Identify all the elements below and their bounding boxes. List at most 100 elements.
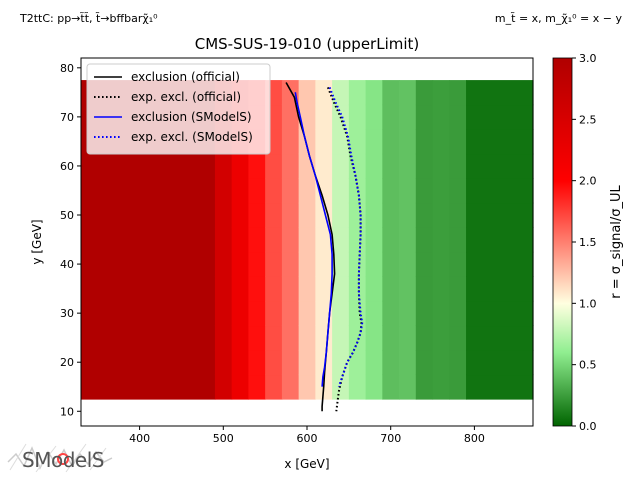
heatmap-cell (315, 251, 333, 277)
heatmap-cell (298, 104, 316, 130)
heatmap-cell (281, 349, 300, 376)
heatmap-cell (298, 227, 316, 253)
heatmap-cell (365, 276, 383, 302)
heatmap-cell (449, 276, 467, 302)
y-tick-label: 20 (60, 356, 74, 369)
x-tick-label: 500 (213, 432, 234, 445)
legend-label-2: exp. excl. (official) (131, 90, 241, 104)
heatmap-cell (298, 374, 316, 400)
heatmap-cell (449, 202, 467, 228)
heatmap-cell (399, 227, 417, 253)
heatmap-cell (231, 153, 250, 179)
heatmap-cell (382, 80, 400, 106)
heatmap-cell (248, 227, 266, 253)
heatmap-cell (365, 325, 383, 351)
heatmap-cell (466, 251, 534, 277)
heatmap-cell (415, 153, 434, 179)
heatmap-cell (298, 276, 316, 302)
legend-label-3: exclusion (SModelS) (131, 110, 252, 124)
heatmap-cell (348, 251, 367, 277)
colorbar-tick-label: 0.0 (579, 420, 597, 433)
heatmap-cell (348, 227, 367, 253)
heatmap-cell (466, 202, 534, 228)
heatmap-cell (466, 374, 534, 400)
heatmap-cell (315, 104, 333, 130)
heatmap-cell (432, 104, 450, 130)
heatmap-cell (432, 349, 450, 376)
heatmap-cell (365, 153, 383, 179)
heatmap-cell (81, 349, 216, 376)
heatmap-cell (432, 374, 450, 400)
heatmap-cell (382, 202, 400, 228)
heatmap-cell (382, 349, 400, 376)
x-tick-label: 800 (464, 432, 485, 445)
heatmap-cell (298, 129, 316, 155)
heatmap-cell (432, 227, 450, 253)
heatmap-cell (298, 251, 316, 277)
heatmap-cell (298, 202, 316, 228)
heatmap-cell (432, 251, 450, 277)
heatmap-cell (214, 153, 233, 179)
heatmap-cell (214, 202, 233, 228)
heatmap-cell (315, 325, 333, 351)
heatmap-cell (281, 178, 300, 204)
y-tick-label: 40 (60, 258, 74, 271)
heatmap-cell (332, 227, 350, 253)
heatmap-cell (315, 349, 333, 376)
heatmap-cell (231, 325, 250, 351)
heatmap-cell (466, 153, 534, 179)
heatmap-cell (231, 227, 250, 253)
heatmap-cell (399, 80, 417, 106)
heatmap-cell (265, 349, 283, 376)
heatmap-cell (265, 251, 283, 277)
heatmap-cell (81, 153, 216, 179)
heatmap-cell (415, 129, 434, 155)
heatmap-cell (315, 80, 333, 106)
heatmap-cell (399, 276, 417, 302)
heatmap-cell (81, 178, 216, 204)
heatmap-cell (81, 300, 216, 327)
heatmap-cell (348, 300, 367, 327)
heatmap-cell (281, 104, 300, 130)
heatmap-cell (432, 300, 450, 327)
x-tick-label: 700 (380, 432, 401, 445)
header-topright: m_t̃ = x, m_χ̃₁⁰ = x − y (495, 12, 623, 25)
x-axis-ticks: 400 500 600 700 800 (129, 426, 485, 445)
legend: exclusion (official) exp. excl. (official… (86, 63, 271, 155)
heatmap-cell (231, 349, 250, 376)
heatmap-cell (348, 80, 367, 106)
heatmap-cell (382, 276, 400, 302)
heatmap-cell (81, 251, 216, 277)
y-axis-ticks: 10 20 30 40 50 60 70 80 (60, 62, 81, 418)
heatmap-cell (449, 80, 467, 106)
heatmap-cell (315, 276, 333, 302)
heatmap-cell (248, 202, 266, 228)
heatmap-cell (466, 129, 534, 155)
heatmap-cell (466, 300, 534, 327)
x-axis-label: x [GeV] (284, 457, 329, 471)
heatmap-cell (348, 153, 367, 179)
heatmap-cell (365, 104, 383, 130)
heatmap-cell (298, 349, 316, 376)
heatmap-cell (348, 276, 367, 302)
heatmap-cell (214, 178, 233, 204)
heatmap-cell (214, 227, 233, 253)
heatmap-cell (332, 300, 350, 327)
colorbar-tick-label: 1.0 (579, 297, 597, 310)
heatmap-cell (432, 153, 450, 179)
heatmap-cell (332, 178, 350, 204)
heatmap-cell (449, 153, 467, 179)
heatmap-cell (348, 202, 367, 228)
colorbar-tick-label: 2.5 (579, 113, 597, 126)
heatmap-cell (415, 276, 434, 302)
heatmap-cell (399, 104, 417, 130)
heatmap-cell (415, 178, 434, 204)
heatmap-cell (265, 178, 283, 204)
heatmap-cell (415, 80, 434, 106)
heatmap-cell (265, 276, 283, 302)
heatmap-cell (399, 178, 417, 204)
heatmap-cell (348, 374, 367, 400)
heatmap-cell (382, 374, 400, 400)
header-topleft: T2ttC: pp→t̃t̃, t̃→bffbarχ̃₁⁰ (19, 12, 158, 25)
y-tick-label: 50 (60, 209, 74, 222)
